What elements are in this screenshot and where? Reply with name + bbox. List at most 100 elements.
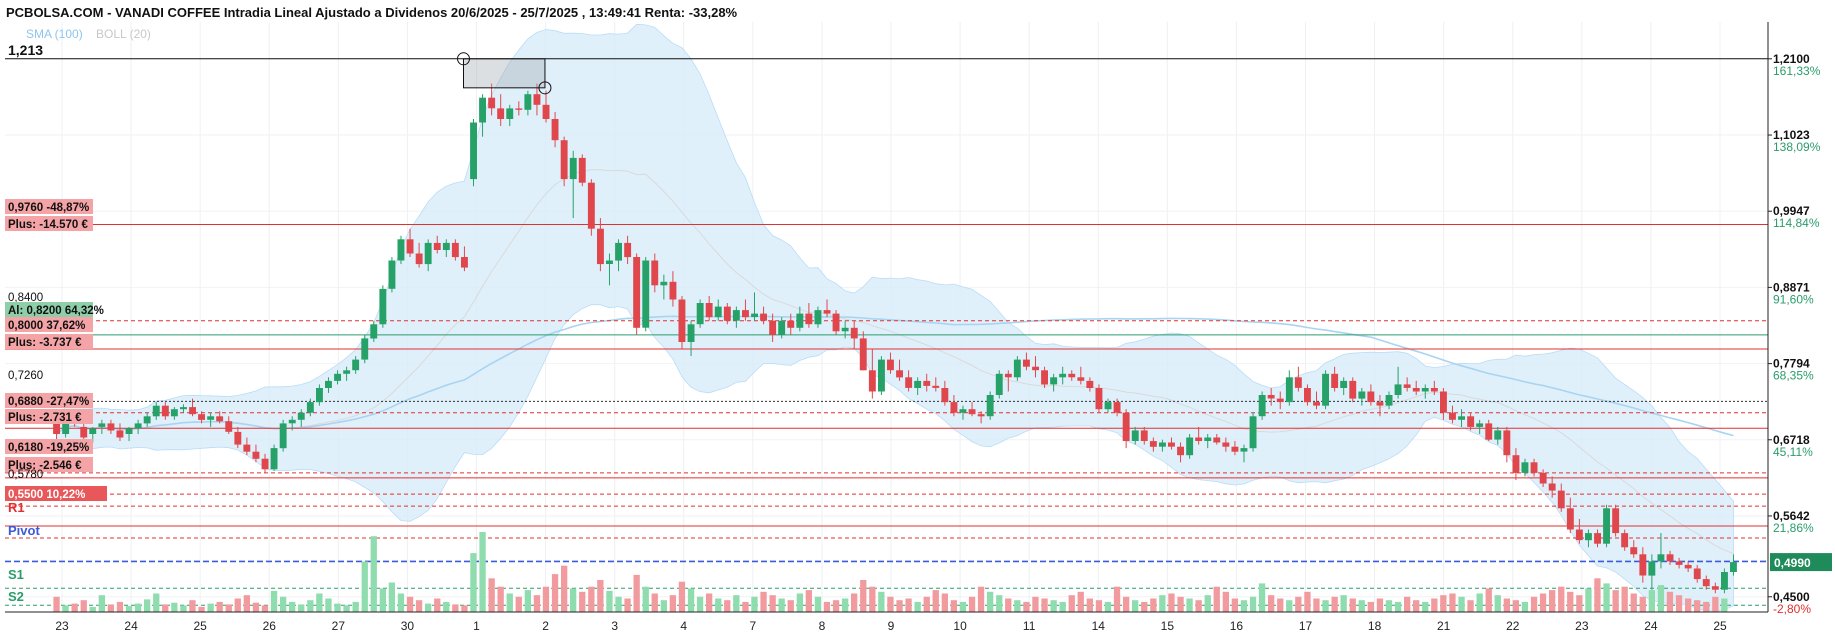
candle-body [152,405,160,417]
volume-bar [1132,600,1139,612]
candle-body [950,402,958,413]
volume-bar [823,601,831,612]
candle-body [1702,579,1710,587]
candle-body [470,122,477,180]
volume-bar [225,604,232,612]
last-price-marker [1770,553,1832,572]
volume-bar [597,580,604,612]
candle-body [1557,490,1565,509]
volume-bar [379,588,386,612]
volume-bar [1059,601,1066,612]
candle-body [451,242,459,258]
candle-body [1548,483,1556,491]
x-tick-label: 9 [888,619,895,633]
candle-body [170,409,178,417]
volume-bar [1041,598,1048,612]
candle-body [1077,377,1085,381]
volume-bar [1612,590,1619,612]
candle-body [143,416,151,424]
volume-bar [1521,601,1529,612]
volume-bar [778,598,785,612]
volume-bar [506,593,513,612]
candle-body [1213,437,1221,443]
volume-bar [1630,593,1637,612]
volume-bar [1222,591,1229,612]
volume-bar [125,606,133,612]
volume-bar [280,596,287,612]
volume-bar [860,580,867,612]
candle-body [1032,366,1039,371]
candle-body [1621,533,1629,548]
volume-bar [388,582,395,612]
volume-bar [842,598,849,612]
candle-body [814,310,822,325]
y-tick-percent: 138,09% [1773,140,1821,154]
volume-bar [1195,600,1202,612]
volume-bar [796,593,803,612]
volume-bar [669,595,676,612]
measure-handle-end [538,81,552,95]
y-tick-percent: 114,84% [1773,216,1820,230]
candle-body [107,423,115,431]
candle-body [506,108,514,119]
candle-body [180,407,187,410]
candle-body [316,388,323,403]
level-label: R1 [8,500,25,515]
volume-bar [1277,598,1284,612]
volume-bar [1413,600,1420,612]
candle-body [270,448,278,470]
candle-body [1204,437,1212,441]
volume-bar [461,605,468,612]
volume-bar [606,590,613,612]
volume-bar [470,553,477,612]
candle-body [1358,391,1366,399]
volume-bar [497,586,504,612]
candle-body [868,370,876,392]
y-tick-price: 0,8871 [1773,280,1810,294]
candle-body [914,380,922,388]
level-label: 0,7260 [8,370,43,382]
candle-body [1412,388,1420,392]
level-label-box [5,302,93,317]
y-tick-percent: 91,60% [1773,292,1814,306]
candle-body [1195,437,1203,441]
sma-100-line [56,315,1734,437]
volume-bar [62,605,69,612]
candle-body [1186,437,1194,456]
volume-bar [1123,596,1130,612]
candle-body [1095,388,1103,410]
volume-bar [397,593,405,612]
level-label-box [5,216,93,231]
candle-body [787,320,795,328]
y-tick-price: 0,9947 [1773,204,1810,218]
volume-bar [1186,598,1193,612]
level-label: Plus: -2.731 € [8,412,82,424]
candle-body [551,119,559,141]
candle-body [433,242,441,250]
volume-bar [968,596,976,612]
candle-body [1113,402,1121,413]
volume-bar [878,591,885,612]
level-label: Plus: -2.546 € [8,460,82,472]
volume-bar [1268,595,1275,612]
candle-body [1249,416,1257,449]
candle-body [1666,554,1674,562]
volume-bar [624,598,631,612]
candle-body [941,388,949,403]
volume-bar [352,601,359,612]
volume-bar [814,596,822,612]
candle-body [1068,373,1076,378]
candle-body [633,257,641,328]
volume-bar [515,596,522,612]
candle-body [1503,430,1511,456]
candle-body [1675,561,1683,565]
volume-bar [1666,591,1674,612]
volume-bar [733,595,740,612]
candle-body [624,242,632,258]
volume-bar [1240,600,1248,612]
volume-bar [1576,595,1583,612]
candle-body [1693,568,1701,580]
candle-body [578,157,586,183]
candle-body [1222,442,1230,447]
candle-body [424,242,432,265]
